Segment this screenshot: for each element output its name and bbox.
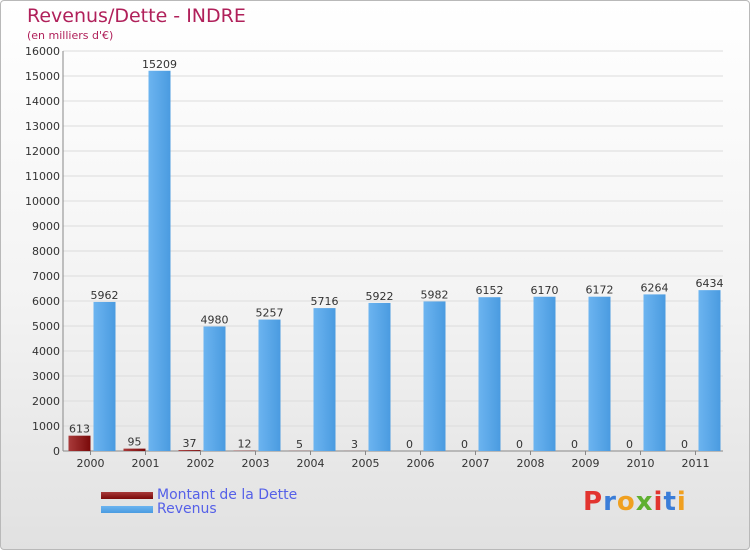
legend-label-revenue: Revenus [157, 501, 217, 517]
bar-revenue-2009 [588, 296, 611, 451]
value-label-debt-2002: 37 [183, 437, 197, 450]
value-label-revenue-2001: 15209 [142, 58, 177, 71]
bar-debt-2001 [123, 448, 146, 451]
bar-revenue-2000 [93, 301, 116, 451]
x-axis: 2000 2001 2002 2003 2004 2005 2006 2007 2008 2009… [77, 451, 710, 470]
value-label-debt-2009: 0 [571, 438, 578, 451]
logo-letter: t [663, 487, 677, 517]
legend-item-revenue: Revenus [101, 501, 217, 517]
value-label-debt-2000: 613 [69, 423, 90, 436]
x-tick-label-2011: 2011 [682, 457, 710, 470]
x-tick-label-2001: 2001 [132, 457, 160, 470]
value-label-debt-2011: 0 [681, 438, 688, 451]
x-tick-label-2007: 2007 [462, 457, 490, 470]
value-label-revenue-2011: 6434 [696, 277, 724, 290]
bar-revenue-2002 [203, 326, 226, 451]
legend-label-debt: Montant de la Dette [157, 487, 298, 503]
bars-layer: 613 5962 95 15209 37 4980 12 5257 5 5716 3 5922 0 598… [68, 58, 724, 452]
legend-swatch-revenue [101, 505, 153, 513]
y-tick-label-7000: 7000 [32, 270, 60, 283]
value-label-revenue-2003: 5257 [256, 307, 284, 320]
y-tick-label-11000: 11000 [25, 170, 60, 183]
y-tick-label-12000: 12000 [25, 145, 60, 158]
bar-revenue-2011 [698, 290, 721, 451]
y-tick-label-8000: 8000 [32, 245, 60, 258]
bar-revenue-2008 [533, 296, 556, 451]
bar-debt-2000 [68, 435, 91, 451]
value-label-revenue-2009: 6172 [586, 284, 614, 297]
grid-layer [63, 50, 723, 452]
y-tick-label-16000: 16000 [25, 45, 60, 58]
proxiti-logo: Proxiti [583, 487, 687, 517]
y-tick-label-14000: 14000 [25, 95, 60, 108]
logo-letter: i [676, 487, 687, 517]
y-tick-label-10000: 10000 [25, 195, 60, 208]
bar-revenue-2003 [258, 319, 281, 451]
bar-revenue-2005 [368, 302, 391, 451]
y-axis: 0100020003000400050006000700080009000100… [25, 45, 723, 458]
y-tick-label-2000: 2000 [32, 395, 60, 408]
value-label-revenue-2004: 5716 [311, 295, 339, 308]
value-label-revenue-2010: 6264 [641, 281, 669, 294]
value-label-revenue-2000: 5962 [91, 289, 119, 302]
value-label-debt-2008: 0 [516, 438, 523, 451]
value-label-debt-2010: 0 [626, 438, 633, 451]
value-label-revenue-2005: 5922 [366, 290, 394, 303]
logo-letter: r [603, 487, 617, 517]
value-label-revenue-2006: 5982 [421, 288, 449, 301]
value-label-debt-2005: 3 [351, 438, 358, 451]
bar-revenue-2004 [313, 308, 336, 451]
x-tick-label-2005: 2005 [352, 457, 380, 470]
y-tick-label-3000: 3000 [32, 370, 60, 383]
chart-title: Revenus/Dette - INDRE [27, 5, 246, 27]
bar-revenue-2010 [643, 294, 666, 451]
y-tick-label-6000: 6000 [32, 295, 60, 308]
logo-letter: x [635, 487, 654, 517]
value-label-debt-2001: 95 [128, 436, 142, 449]
value-label-revenue-2008: 6170 [531, 284, 559, 297]
logo-letter: P [583, 487, 604, 517]
x-tick-label-2004: 2004 [297, 457, 325, 470]
x-tick-label-2006: 2006 [407, 457, 435, 470]
x-tick-label-2003: 2003 [242, 457, 270, 470]
bar-debt-2002 [178, 450, 201, 451]
x-tick-label-2000: 2000 [77, 457, 105, 470]
value-label-revenue-2007: 6152 [476, 284, 504, 297]
bar-revenue-2007 [478, 297, 501, 451]
logo-letter: o [616, 487, 636, 517]
legend-swatch-debt [101, 491, 153, 499]
y-tick-label-15000: 15000 [25, 70, 60, 83]
legend-item-debt: Montant de la Dette [101, 487, 297, 503]
x-tick-label-2009: 2009 [572, 457, 600, 470]
y-tick-label-0: 0 [53, 445, 60, 458]
value-label-debt-2003: 12 [238, 438, 252, 451]
y-tick-label-1000: 1000 [32, 420, 60, 433]
value-label-revenue-2002: 4980 [201, 314, 229, 327]
x-tick-label-2010: 2010 [627, 457, 655, 470]
value-label-debt-2004: 5 [296, 438, 303, 451]
y-tick-label-13000: 13000 [25, 120, 60, 133]
logo-letter: i [653, 487, 664, 517]
x-tick-label-2008: 2008 [517, 457, 545, 470]
bar-revenue-2001 [148, 70, 171, 452]
y-tick-label-9000: 9000 [32, 220, 60, 233]
bar-revenue-2006 [423, 301, 446, 451]
y-tick-label-4000: 4000 [32, 345, 60, 358]
chart-subtitle: (en milliers d'€) [27, 29, 114, 42]
value-label-debt-2007: 0 [461, 438, 468, 451]
value-label-debt-2006: 0 [406, 438, 413, 451]
y-tick-label-5000: 5000 [32, 320, 60, 333]
x-tick-label-2002: 2002 [187, 457, 215, 470]
